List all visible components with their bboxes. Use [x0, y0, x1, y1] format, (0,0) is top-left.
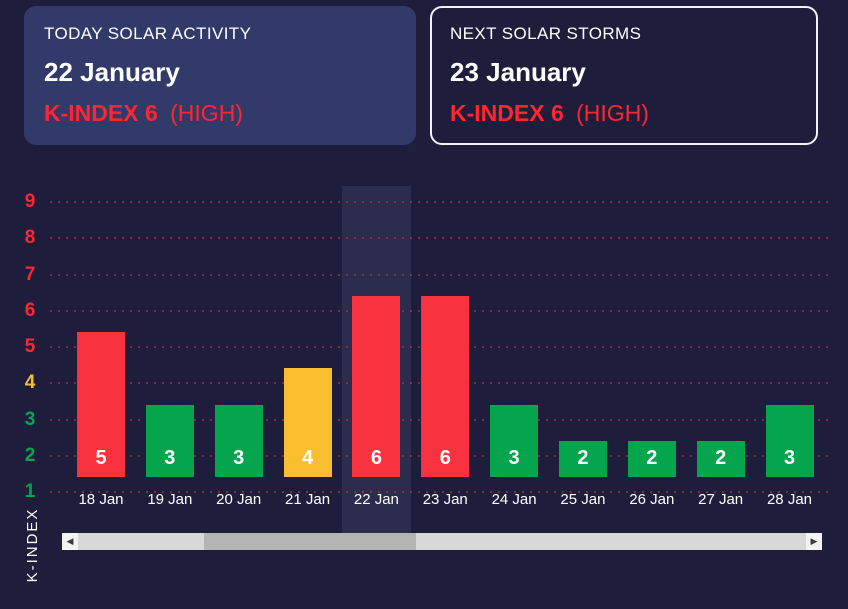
x-axis-label-2: 20 Jan — [216, 491, 262, 508]
x-axis-label-5: 23 Jan — [422, 491, 468, 508]
today-solar-activity-card: TODAY SOLAR ACTIVITY 22 January K-INDEX … — [24, 6, 416, 145]
bar-value-label: 6 — [370, 447, 382, 469]
x-axis-label-3: 21 Jan — [285, 491, 331, 508]
next-card-kindex: K-INDEX 6 (HIGH) — [450, 100, 798, 127]
gridline-1 — [50, 491, 832, 493]
bar-18-jan[interactable]: 5 — [77, 332, 125, 477]
bar-28-jan[interactable]: 3 — [765, 404, 814, 477]
x-axis-label-0: 18 Jan — [78, 491, 124, 508]
scrollbar-right-arrow-icon[interactable]: ▶ — [806, 533, 822, 550]
x-axis-label-1: 19 Jan — [147, 491, 193, 508]
bar-21-jan[interactable]: 4 — [283, 368, 332, 477]
y-axis-tick-3: 3 — [24, 408, 36, 430]
bar-value-label: 3 — [783, 447, 796, 469]
bar-value-label: 3 — [233, 447, 245, 469]
next-card-title: NEXT SOLAR STORMS — [450, 24, 642, 43]
bar-19-jan[interactable]: 3 — [145, 404, 194, 477]
gridline-8 — [50, 237, 832, 240]
next-kindex-value: K-INDEX 6 — [450, 100, 564, 126]
today-card-date: 22 January — [44, 57, 180, 87]
scrollbar-thumb[interactable] — [204, 533, 416, 550]
next-kindex-level: (HIGH) — [576, 100, 649, 126]
bar-value-label: 5 — [95, 447, 107, 469]
y-axis-tick-2: 2 — [24, 444, 36, 466]
bar-27-jan[interactable]: 2 — [696, 440, 745, 477]
gridline-9 — [50, 201, 832, 203]
gridline-7 — [50, 273, 832, 276]
y-axis-tick-9: 9 — [24, 191, 36, 212]
x-axis-label-4: 22 Jan — [353, 491, 399, 508]
next-card-date: 23 January — [450, 57, 586, 87]
y-axis-tick-8: 8 — [24, 227, 36, 249]
bar-value-label: 3 — [164, 447, 176, 469]
bar-22-jan[interactable]: 6 — [352, 295, 401, 477]
y-axis-tick-5: 5 — [24, 336, 36, 357]
scrollbar-left-arrow-icon[interactable]: ◀ — [62, 533, 78, 550]
bar-value-label: 2 — [577, 447, 589, 469]
y-axis-tick-7: 7 — [24, 263, 36, 285]
x-axis-label-6: 24 Jan — [491, 491, 537, 508]
y-axis-tick-6: 6 — [24, 299, 36, 321]
bar-20-jan[interactable]: 3 — [214, 404, 263, 477]
x-axis-label-10: 28 Jan — [766, 491, 813, 508]
today-card-kindex: K-INDEX 6 (HIGH) — [44, 100, 396, 127]
x-axis-label-8: 26 Jan — [629, 491, 675, 508]
today-kindex-level: (HIGH) — [170, 100, 243, 126]
x-axis-label-7: 25 Jan — [560, 491, 606, 508]
bar-value-label: 3 — [508, 447, 520, 469]
bar-value-label: 6 — [439, 447, 451, 469]
y-axis-tick-4: 4 — [24, 372, 36, 394]
today-card-title: TODAY SOLAR ACTIVITY — [44, 24, 252, 43]
horizontal-scrollbar-track[interactable]: ◀ ▶ — [62, 533, 822, 550]
bar-value-label: 4 — [301, 447, 314, 469]
bar-23-jan[interactable]: 6 — [421, 295, 470, 477]
y-axis-tick-1: 1 — [24, 481, 36, 502]
bar-24-jan[interactable]: 3 — [490, 404, 539, 477]
x-axis-label-9: 27 Jan — [698, 491, 744, 508]
today-kindex-value: K-INDEX 6 — [44, 100, 158, 126]
next-solar-storms-card: NEXT SOLAR STORMS 23 January K-INDEX 6 (… — [430, 6, 818, 145]
bar-26-jan[interactable]: 2 — [627, 440, 676, 477]
bar-25-jan[interactable]: 2 — [558, 440, 607, 477]
bar-value-label: 2 — [715, 447, 727, 469]
y-axis-title: K-INDEX — [24, 507, 41, 583]
bar-value-label: 2 — [646, 447, 658, 469]
